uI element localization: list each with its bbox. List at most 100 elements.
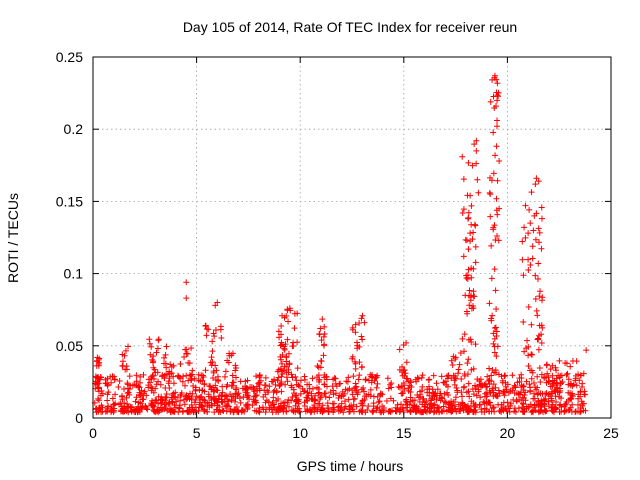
- data-point: [155, 336, 162, 343]
- data-point: [532, 272, 539, 279]
- data-point: [179, 378, 186, 385]
- data-point: [467, 230, 474, 237]
- tick-layer: 0 5 10 15 20 25 0 0.05 0.1 0.15 0.2 0.25: [56, 49, 619, 441]
- data-point: [320, 352, 327, 359]
- data-point: [433, 380, 440, 387]
- data-point: [385, 385, 392, 392]
- data-point: [109, 373, 116, 380]
- data-point: [199, 387, 206, 394]
- data-point: [284, 378, 291, 385]
- data-point: [224, 357, 231, 364]
- data-point: [374, 380, 381, 387]
- data-point: [150, 375, 157, 382]
- data-point: [538, 245, 545, 252]
- data-point: [135, 399, 142, 406]
- data-point: [219, 407, 226, 414]
- data-point: [493, 195, 500, 202]
- data-point: [438, 373, 445, 380]
- data-point: [529, 255, 536, 262]
- data-point: [210, 393, 217, 400]
- data-point: [177, 361, 184, 368]
- data-point: [146, 336, 153, 343]
- data-point: [183, 279, 190, 286]
- data-point: [527, 261, 534, 268]
- data-point: [284, 336, 291, 343]
- data-point: [94, 395, 101, 402]
- data-point: [227, 391, 234, 398]
- data-point: [118, 393, 125, 400]
- data-point: [166, 399, 173, 406]
- data-point: [278, 379, 285, 386]
- data-point: [128, 407, 135, 414]
- data-point: [376, 398, 383, 405]
- data-point: [290, 408, 297, 415]
- data-point: [119, 363, 126, 370]
- data-point: [499, 379, 506, 386]
- data-point: [159, 406, 166, 413]
- data-point: [309, 375, 316, 382]
- data-point: [256, 379, 263, 386]
- data-point: [580, 370, 587, 377]
- data-point: [314, 363, 321, 370]
- data-point: [103, 407, 110, 414]
- data-point: [228, 383, 235, 390]
- data-point: [565, 376, 572, 383]
- data-point: [362, 376, 369, 383]
- data-point: [375, 399, 382, 406]
- data-point: [286, 361, 293, 368]
- data-point: [294, 339, 301, 346]
- data-point: [278, 388, 285, 395]
- data-point: [426, 392, 433, 399]
- data-point: [564, 370, 571, 377]
- data-point: [143, 405, 150, 412]
- data-point: [426, 385, 433, 392]
- data-point: [495, 387, 502, 394]
- data-point: [415, 375, 422, 382]
- data-point: [511, 405, 518, 412]
- data-point: [133, 406, 140, 413]
- data-point: [104, 382, 111, 389]
- data-point: [460, 176, 467, 183]
- data-point: [148, 383, 155, 390]
- data-point: [579, 380, 586, 387]
- data-point: [458, 376, 465, 383]
- data-point: [318, 337, 325, 344]
- data-point: [465, 388, 472, 395]
- data-point: [133, 378, 140, 385]
- data-point: [298, 377, 305, 384]
- data-point: [203, 332, 210, 339]
- data-point: [188, 345, 195, 352]
- data-point: [318, 391, 325, 398]
- data-point: [526, 381, 533, 388]
- data-point: [471, 403, 478, 410]
- data-point: [451, 403, 458, 410]
- plot-frame: [92, 56, 612, 419]
- data-point: [181, 401, 188, 408]
- data-point: [495, 371, 502, 378]
- data-point: [170, 362, 177, 369]
- data-point: [310, 404, 317, 411]
- data-point: [535, 225, 542, 232]
- data-point: [521, 391, 528, 398]
- data-point: [124, 381, 131, 388]
- data-point: [403, 339, 410, 346]
- data-point: [296, 383, 303, 390]
- data-point: [532, 181, 539, 188]
- data-point: [323, 373, 330, 380]
- x-tick-label: 0: [89, 425, 97, 441]
- data-point: [430, 409, 437, 416]
- data-point: [580, 400, 587, 407]
- data-point: [465, 266, 472, 273]
- data-point: [123, 394, 130, 401]
- data-point: [309, 385, 316, 392]
- data-point: [472, 259, 479, 266]
- data-point: [528, 375, 535, 382]
- data-point: [141, 388, 148, 395]
- data-point: [127, 403, 134, 410]
- data-point: [498, 401, 505, 408]
- data-point: [327, 389, 334, 396]
- data-point: [521, 224, 528, 231]
- data-point: [198, 402, 205, 409]
- data-point: [133, 372, 140, 379]
- data-point: [404, 401, 411, 408]
